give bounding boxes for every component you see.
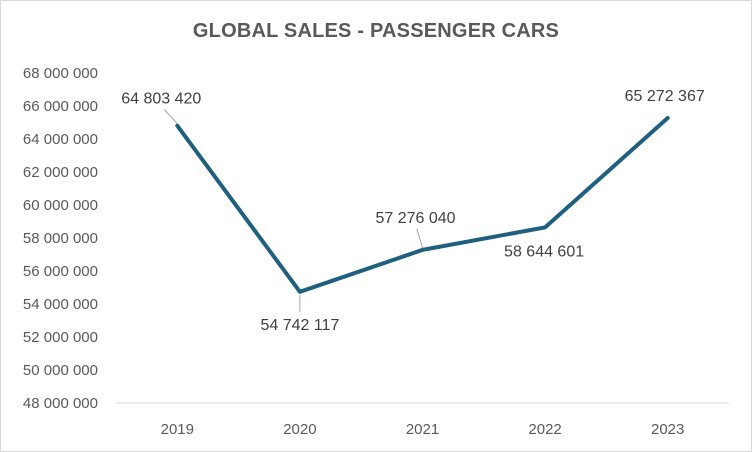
y-tick-label: 58 000 000 [23,230,98,247]
data-labels: 64 803 420 54 742 117 57 276 040 58 644 601… [121,88,705,334]
y-tick-label: 50 000 000 [23,362,98,379]
leader-line [416,228,423,249]
y-axis-ticks: 48 000 000 50 000 000 52 000 000 54 000 000… [23,65,98,412]
y-tick-label: 54 000 000 [23,296,98,313]
data-label: 64 803 420 [121,91,201,108]
y-tick-label: 66 000 000 [23,98,98,115]
leader-lines [164,109,423,312]
x-tick-label: 2023 [651,421,684,438]
y-tick-label: 62 000 000 [23,164,98,181]
x-axis-ticks: 2019 2020 2021 2022 2023 [161,421,685,438]
y-tick-label: 52 000 000 [23,329,98,346]
chart-title: GLOBAL SALES - PASSENGER CARS [192,20,560,42]
series-line [175,116,670,294]
x-tick-label: 2019 [161,421,194,438]
y-tick-label: 64 000 000 [23,131,98,148]
x-tick-label: 2020 [283,421,316,438]
y-tick-label: 60 000 000 [23,197,98,214]
y-tick-label: 56 000 000 [23,263,98,280]
x-tick-label: 2022 [528,421,561,438]
x-tick-label: 2021 [406,421,439,438]
y-tick-label: 68 000 000 [23,65,98,82]
data-label: 58 644 601 [504,243,584,260]
leader-line [164,109,178,125]
data-label: 65 272 367 [625,88,705,105]
data-label: 54 742 117 [260,317,339,334]
y-tick-label: 48 000 000 [23,395,98,412]
data-label: 57 276 040 [375,210,455,227]
